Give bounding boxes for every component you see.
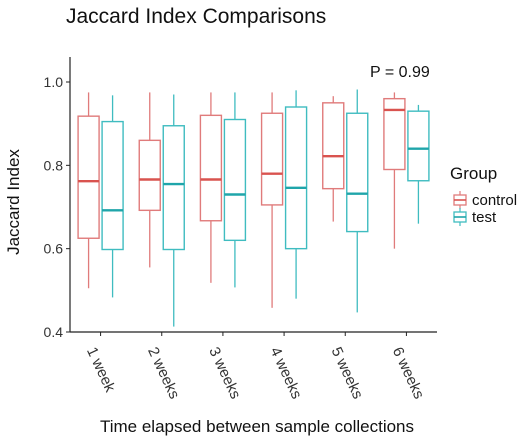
box-body	[138, 139, 161, 212]
box-control	[138, 92, 161, 268]
box-test	[346, 89, 369, 313]
x-axis-title: Time elapsed between sample collections	[100, 417, 414, 436]
chart-title: Jaccard Index Comparisons	[66, 5, 326, 28]
y-tick-label: 0.8	[44, 157, 64, 173]
box-body	[284, 106, 308, 250]
y-axis-title: Jaccard Index	[4, 149, 23, 255]
legend-item-test: test	[453, 208, 497, 226]
box-body	[346, 112, 369, 233]
x-tick-label: 1 week	[83, 345, 119, 396]
box-test	[407, 104, 430, 224]
x-tick-label: 6 weeks	[389, 345, 428, 402]
box-body	[101, 120, 124, 251]
y-tick-label: 0.4	[44, 324, 64, 340]
x-tick-label: 3 weeks	[205, 345, 244, 402]
box-test	[101, 95, 124, 298]
box-test	[223, 92, 247, 288]
box-body	[407, 110, 430, 182]
legend-label: test	[472, 209, 497, 226]
box-control	[77, 92, 100, 289]
box-control	[260, 92, 284, 308]
box-body	[199, 114, 223, 222]
box-test	[162, 94, 185, 327]
box-body	[383, 97, 406, 171]
box-control	[199, 92, 223, 283]
box-body	[162, 125, 185, 251]
box-body	[322, 102, 345, 190]
x-tick-label: 4 weeks	[266, 345, 305, 402]
box-test	[284, 90, 308, 299]
legend-label: control	[472, 192, 517, 209]
box-body	[77, 115, 100, 239]
legend-item-control: control	[453, 191, 517, 209]
p-value-annotation: P = 0.99	[370, 64, 430, 81]
plot-area: 0.4 0.6 0.8 1.0 1 week 2 weeks 3 weeks 4 weeks 5…	[44, 57, 437, 402]
y-tick-label: 0.6	[44, 241, 64, 257]
box-body	[223, 118, 247, 242]
x-tick-label: 2 weeks	[144, 345, 183, 402]
x-tick-label: 5 weeks	[328, 345, 367, 402]
y-tick-label: 1.0	[44, 74, 64, 90]
box-body	[260, 112, 284, 206]
box-control	[322, 96, 345, 222]
box-control	[383, 92, 406, 249]
legend-title: Group	[450, 164, 497, 183]
